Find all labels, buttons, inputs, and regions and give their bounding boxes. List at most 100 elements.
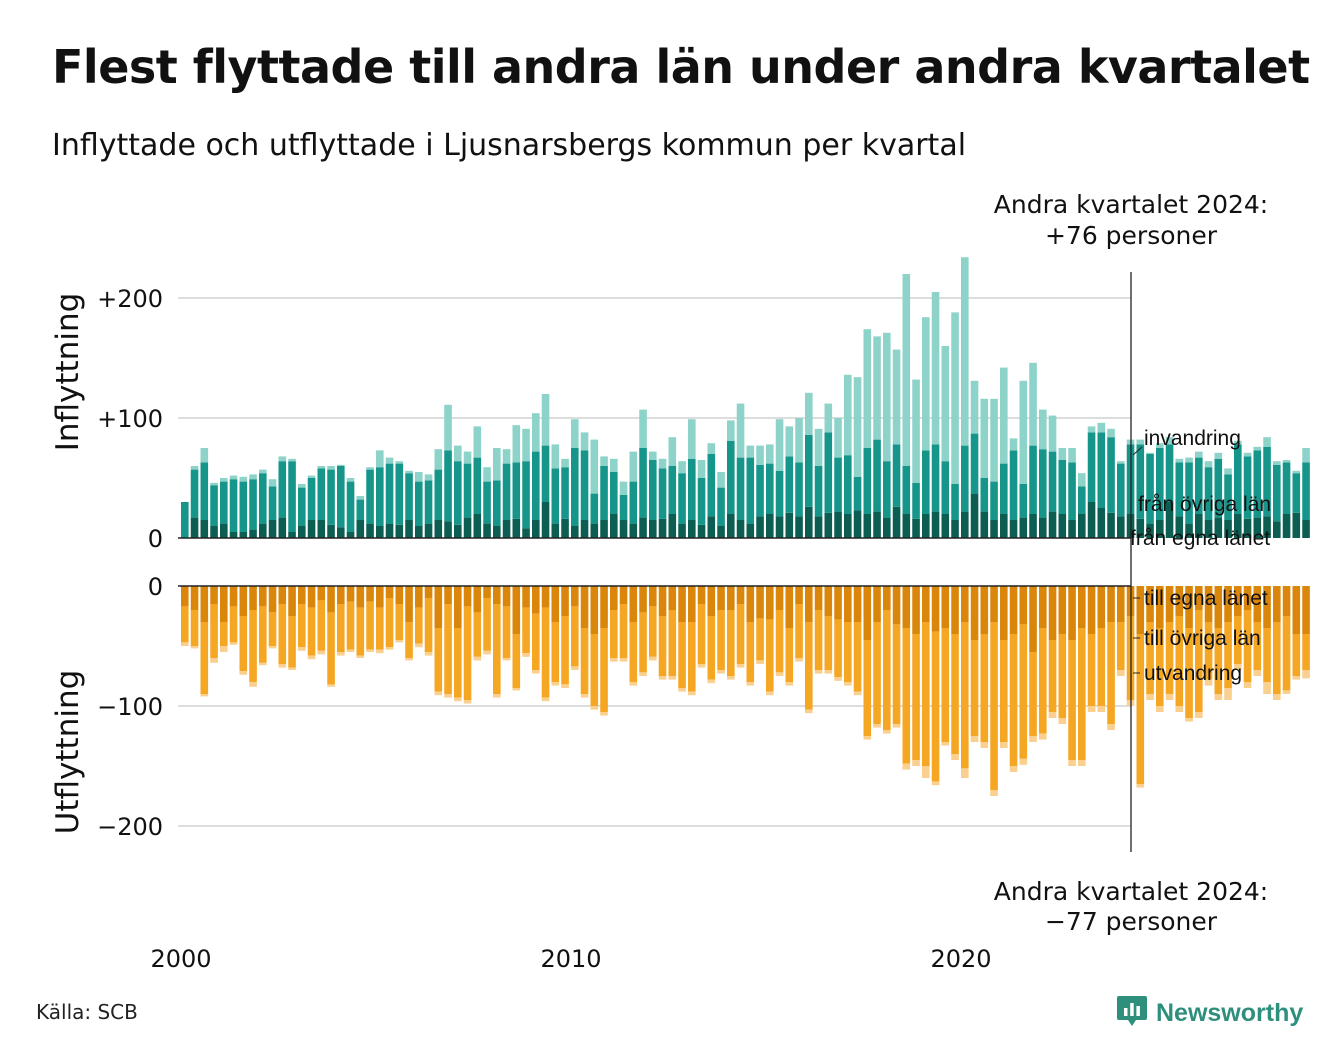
bar-inflyttning-segment <box>814 466 823 517</box>
bar-utflyttning-segment <box>649 586 657 607</box>
bar-utflyttning-segment <box>1282 616 1291 691</box>
bar-inflyttning-segment <box>707 443 716 454</box>
bar-utflyttning-segment <box>678 688 686 692</box>
bar-inflyttning-segment <box>346 481 355 532</box>
bar-utflyttning-segment <box>912 634 920 760</box>
bar-inflyttning-segment <box>649 460 657 520</box>
bar-utflyttning-segment <box>327 586 335 613</box>
bar-utflyttning-segment <box>249 610 257 682</box>
bar-inflyttning-segment <box>454 461 462 525</box>
bar-inflyttning-segment <box>1146 454 1154 524</box>
series-label-utvandring: utvandring <box>1144 662 1242 685</box>
bar-utflyttning-segment <box>268 586 277 613</box>
bar-utflyttning-segment <box>405 622 413 658</box>
bar-utflyttning-segment <box>834 677 842 681</box>
bar-inflyttning-segment <box>1068 462 1076 520</box>
bar-inflyttning-segment <box>551 468 560 524</box>
bar-utflyttning-segment <box>766 691 774 696</box>
bar-inflyttning-segment <box>1234 444 1242 514</box>
bar-utflyttning-segment <box>873 586 881 622</box>
bar-inflyttning-segment <box>278 456 287 462</box>
bar-utflyttning-segment <box>1302 586 1310 634</box>
bar-utflyttning-segment <box>678 622 686 688</box>
bar-inflyttning-segment <box>814 428 823 466</box>
bar-utflyttning-segment <box>522 607 530 654</box>
bar-utflyttning-segment <box>961 586 969 622</box>
bar-inflyttning-segment <box>756 445 764 465</box>
bar-utflyttning-segment <box>1107 586 1115 622</box>
bar-inflyttning-segment <box>600 520 608 538</box>
bar-inflyttning-segment <box>278 517 287 538</box>
bar-inflyttning-segment <box>210 526 218 538</box>
bar-utflyttning-segment <box>278 664 287 668</box>
bar-inflyttning-segment <box>424 480 433 524</box>
bar-inflyttning-segment <box>1195 514 1203 538</box>
bar-inflyttning-segment <box>1097 422 1106 433</box>
bar-inflyttning-segment <box>571 419 579 448</box>
bar-utflyttning-segment <box>600 628 608 712</box>
bar-utflyttning-segment <box>1195 712 1203 718</box>
bar-inflyttning-segment <box>317 520 326 538</box>
brand-logo[interactable]: Newsworthy <box>1116 994 1303 1032</box>
bar-inflyttning-segment <box>1224 520 1232 538</box>
bar-inflyttning-segment <box>1302 462 1310 520</box>
bar-inflyttning-segment <box>1039 409 1047 450</box>
bar-utflyttning-segment <box>502 658 511 661</box>
bar-inflyttning-segment <box>1234 514 1242 538</box>
bar-inflyttning-segment <box>327 524 335 538</box>
bar-utflyttning-segment <box>1165 694 1174 700</box>
bar-inflyttning-segment <box>220 523 228 538</box>
bar-inflyttning-segment <box>892 349 901 445</box>
bar-inflyttning-segment <box>863 329 872 448</box>
bar-inflyttning-segment <box>610 458 618 472</box>
bar-utflyttning-segment <box>883 586 891 610</box>
bar-utflyttning-segment <box>356 607 365 656</box>
bar-inflyttning-segment <box>727 514 735 538</box>
bar-inflyttning-segment <box>541 445 550 502</box>
bar-inflyttning-segment <box>1204 467 1213 520</box>
bar-utflyttning-segment <box>1039 628 1047 734</box>
bar-utflyttning-segment <box>1078 586 1086 628</box>
bar-inflyttning-segment <box>229 475 238 480</box>
bar-inflyttning-segment <box>1078 514 1086 538</box>
bar-utflyttning-segment <box>327 684 335 687</box>
bar-inflyttning-segment <box>220 478 228 482</box>
bar-utflyttning-segment <box>278 604 287 664</box>
bar-inflyttning-segment <box>1048 451 1057 512</box>
bar-utflyttning-segment <box>756 586 764 619</box>
bar-utflyttning-segment <box>1146 622 1154 694</box>
bar-inflyttning-segment <box>1097 508 1106 538</box>
bar-inflyttning-segment <box>1048 415 1057 452</box>
bar-utflyttning-segment <box>931 781 940 786</box>
bar-inflyttning-segment <box>1273 521 1281 538</box>
bar-inflyttning-segment <box>639 448 647 518</box>
bar-inflyttning-segment <box>483 467 491 482</box>
bar-inflyttning-segment <box>892 444 901 507</box>
bar-utflyttning-segment <box>912 586 920 634</box>
bar-utflyttning-segment <box>1234 664 1242 670</box>
bar-inflyttning-segment <box>541 394 550 446</box>
bar-inflyttning-segment <box>1273 461 1281 465</box>
axes: 0 +100 +200 0 −100 −200 2000 2010 2020 Inflyttnin… <box>50 285 1131 973</box>
bar-inflyttning-segment <box>395 461 404 464</box>
bar-inflyttning-segment <box>532 451 540 520</box>
bar-utflyttning-segment <box>385 647 394 650</box>
bar-inflyttning-segment <box>239 532 248 538</box>
bar-utflyttning-segment <box>288 667 296 670</box>
bar-utflyttning-segment <box>951 634 959 754</box>
bar-inflyttning-segment <box>1039 517 1047 538</box>
bar-utflyttning-segment <box>405 658 413 661</box>
bar-utflyttning-segment <box>668 610 677 676</box>
bar-utflyttning-segment <box>863 736 872 740</box>
bar-inflyttning-segment <box>278 461 287 518</box>
bar-utflyttning-segment <box>1068 586 1076 640</box>
bar-inflyttning-segment <box>980 398 989 478</box>
bar-inflyttning-segment <box>1117 461 1125 464</box>
bar-utflyttning-segment <box>658 616 667 676</box>
bar-utflyttning-segment <box>707 616 716 680</box>
bar-inflyttning-segment <box>766 463 774 514</box>
bar-utflyttning-segment <box>639 672 647 676</box>
bar-inflyttning-segment <box>532 413 540 452</box>
y-tick-label-top: 0 <box>148 525 163 553</box>
